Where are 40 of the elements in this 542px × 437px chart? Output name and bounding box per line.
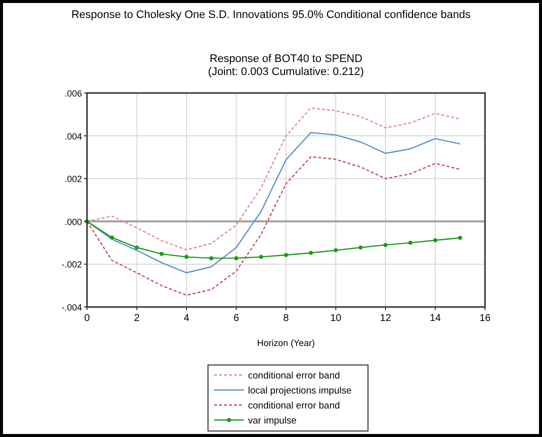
- point: [334, 248, 338, 252]
- y-tick-label: -.004: [61, 302, 82, 312]
- x-tick-label: 2: [134, 313, 140, 324]
- y-tick-label: .000: [64, 216, 82, 227]
- point: [184, 254, 188, 259]
- line-series: [86, 156, 461, 296]
- point: [433, 238, 438, 242]
- point: [358, 246, 363, 250]
- point: [408, 240, 412, 245]
- x-tick-label: 6: [233, 313, 240, 324]
- y-tick-label: .004: [64, 131, 82, 142]
- point: [160, 252, 164, 256]
- point: [384, 242, 388, 247]
- chart-subtitle: Response of BOT40 to SPEND: [210, 53, 362, 65]
- y-tick-label: .006: [64, 88, 82, 98]
- y-tick-label: .002: [64, 174, 82, 184]
- x-tick-label: 16: [479, 313, 491, 324]
- point: [458, 236, 462, 240]
- text: (Joint: 0.003 Cumulative: 0.212): [208, 66, 364, 78]
- point: [284, 253, 288, 257]
- x-tick-label: 0: [84, 313, 90, 324]
- x-tick-label: 10: [330, 313, 342, 324]
- point: [234, 256, 238, 260]
- point: [134, 246, 139, 250]
- y-tick-label: -.002: [61, 260, 82, 270]
- legend-label: conditional error band: [248, 370, 340, 382]
- point: [209, 256, 214, 260]
- x-tick-label: 14: [430, 313, 442, 324]
- x-tick-label: 8: [283, 313, 290, 324]
- x-axis-title: Horizon (Year): [257, 338, 315, 348]
- x-tick-label: 4: [184, 313, 190, 324]
- legend-label: local projections impulse: [248, 386, 352, 396]
- chart-title: Response to Cholesky One S.D. Innovations 95.0% Conditional confidence bands: [71, 9, 472, 21]
- legend-label: conditional error band: [248, 400, 340, 412]
- x-tick-label: 12: [380, 313, 392, 324]
- point: [259, 254, 264, 259]
- point: [308, 250, 313, 255]
- legend-label: var impulse: [248, 416, 297, 426]
- line-series: [86, 107, 461, 250]
- point: [110, 235, 114, 240]
